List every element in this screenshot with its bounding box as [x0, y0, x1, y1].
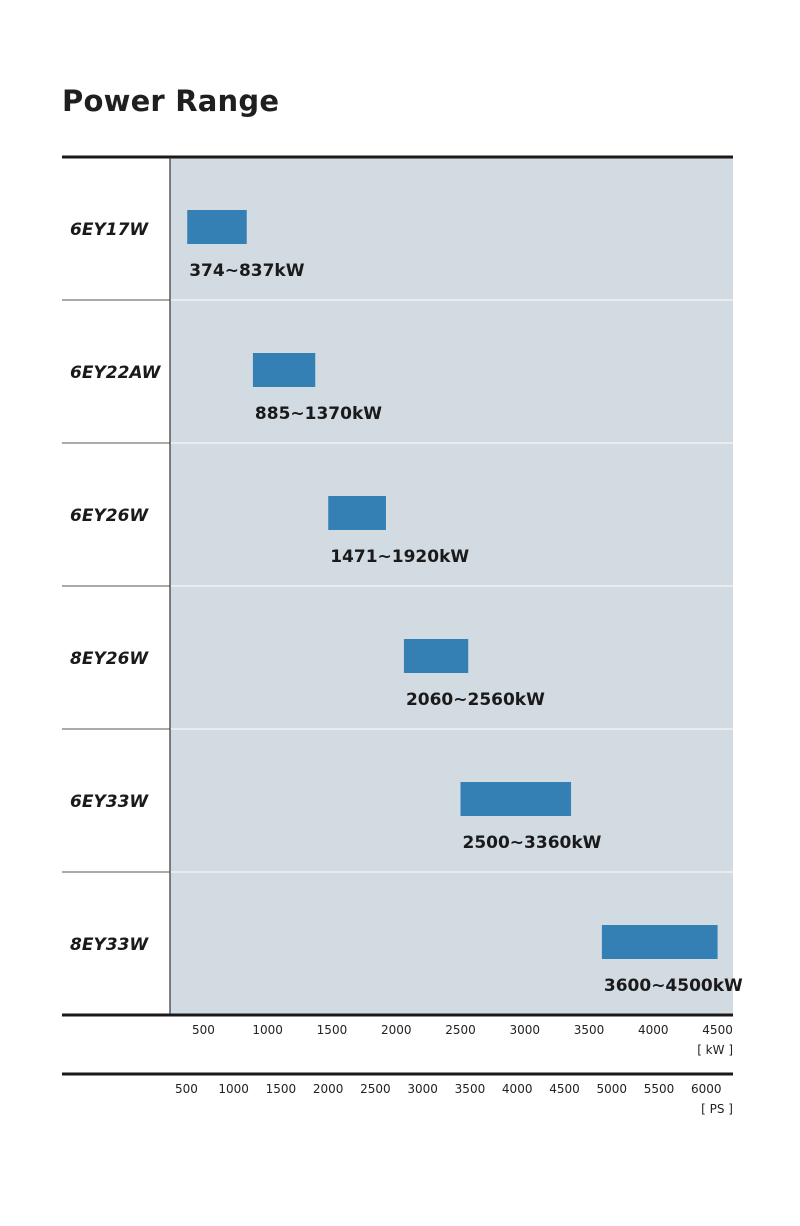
kw-tick-label: 3500: [574, 1023, 605, 1037]
ps-tick-label: 5000: [596, 1082, 627, 1096]
ps-tick-label: 500: [175, 1082, 198, 1096]
kw-tick-label: 3000: [509, 1023, 540, 1037]
range-label: 885~1370kW: [255, 404, 382, 424]
ps-tick-label: 1500: [266, 1082, 297, 1096]
ps-axis: 500 1000 1500 2000 2500 3000 3500 4000 4500 5000 5…: [175, 1082, 733, 1116]
ps-tick-label: 4000: [502, 1082, 533, 1096]
range-bar: [252, 353, 316, 387]
kw-tick-label: 4000: [638, 1023, 669, 1037]
axes: 500 1000 1500 2000 2500 3000 3500 4000 4500 [ kW …: [62, 155, 733, 1116]
range-label: 2060~2560kW: [406, 690, 545, 710]
model-label: 6EY22AW: [70, 363, 162, 383]
ps-tick-label: 2000: [313, 1082, 344, 1096]
model-row: 6EY17W 374~837kW: [70, 210, 305, 281]
ps-tick-label: 3500: [455, 1082, 486, 1096]
ps-tick-label: 6000: [691, 1082, 722, 1096]
range-bar: [460, 782, 572, 816]
model-label: 8EY33W: [70, 935, 149, 955]
model-label: 6EY26W: [70, 506, 149, 526]
kw-unit-label: [ kW ]: [697, 1043, 733, 1057]
model-rows: 6EY17W 374~837kW 6EY22AW 885~1370kW 6EY26W 14…: [62, 210, 743, 996]
model-row: 6EY26W 1471~1920kW: [62, 442, 733, 567]
kw-tick-label: 1000: [252, 1023, 283, 1037]
kw-tick-label: 1500: [317, 1023, 348, 1037]
range-bar: [601, 925, 718, 959]
kw-tick-label: 4500: [702, 1023, 733, 1037]
model-label: 6EY17W: [70, 220, 149, 240]
ps-tick-label: 2500: [360, 1082, 391, 1096]
range-bar: [328, 496, 386, 530]
kw-axis: 500 1000 1500 2000 2500 3000 3500 4000 4500 [ kW …: [192, 1023, 733, 1057]
page-title: Power Range: [62, 84, 280, 118]
range-bar: [187, 210, 247, 244]
range-label: 374~837kW: [189, 261, 305, 281]
kw-tick-label: 2500: [445, 1023, 476, 1037]
kw-tick-label: 2000: [381, 1023, 412, 1037]
range-label: 1471~1920kW: [330, 547, 469, 567]
model-row: 8EY26W 2060~2560kW: [62, 585, 733, 710]
model-row: 8EY33W 3600~4500kW: [62, 871, 743, 996]
ps-tick-label: 4500: [549, 1082, 580, 1096]
model-row: 6EY22AW 885~1370kW: [62, 299, 733, 424]
ps-tick-label: 3000: [407, 1082, 438, 1096]
range-label: 3600~4500kW: [604, 976, 743, 996]
range-bar: [403, 639, 469, 673]
model-label: 8EY26W: [70, 649, 149, 669]
ps-tick-label: 5500: [644, 1082, 675, 1096]
range-label: 2500~3360kW: [462, 833, 601, 853]
kw-tick-label: 500: [192, 1023, 215, 1037]
model-label: 6EY33W: [70, 792, 149, 812]
ps-unit-label: [ PS ]: [701, 1102, 733, 1116]
model-row: 6EY33W 2500~3360kW: [62, 728, 733, 853]
ps-tick-label: 1000: [218, 1082, 249, 1096]
